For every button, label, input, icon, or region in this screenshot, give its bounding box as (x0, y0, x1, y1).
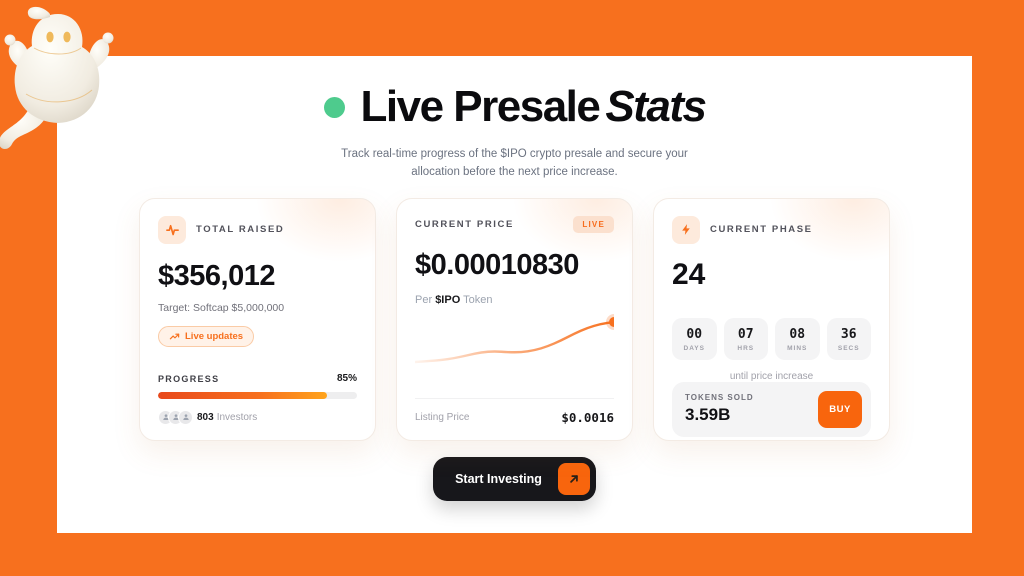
total-raised-label: TOTAL RAISED (196, 224, 285, 236)
progress-bar (158, 391, 357, 399)
price-sparkline-chart (415, 313, 614, 363)
countdown-seconds-unit: SECS (837, 344, 860, 352)
avatar-icon (178, 409, 193, 425)
live-badge: LIVE (573, 215, 614, 233)
current-phase-label: CURRENT PHASE (710, 224, 813, 236)
current-phase-card: CURRENT PHASE 24 00 DAYS 07 HRS 08 MINS … (653, 197, 890, 441)
tokens-sold-value: 3.59B (685, 405, 731, 425)
arrow-up-right-icon (557, 462, 590, 495)
pulse-icon (158, 215, 186, 244)
subtitle-line-1: Track real-time progress of the $IPO cry… (341, 148, 688, 160)
subtitle-line-2: allocation before the next price increas… (411, 165, 618, 178)
phase-number: 24 (672, 257, 706, 291)
progress-label: PROGRESS (158, 373, 220, 384)
current-price-card: CURRENT PRICE LIVE $0.00010830 Per $IPO … (396, 197, 633, 441)
until-price-increase-text: until price increase (729, 370, 814, 382)
countdown-days-value: 00 (686, 326, 703, 342)
listing-price-value: $0.0016 (561, 409, 614, 425)
stats-cards-row: TOTAL RAISED $356,012 Target: Softcap $5… (57, 197, 972, 441)
ghost-mascot (0, 6, 114, 149)
countdown-minutes-unit: MINS (787, 344, 808, 352)
current-price-label: CURRENT PRICE (415, 218, 514, 230)
live-updates-label: Live updates (185, 330, 244, 342)
investors-label: Investors (216, 411, 258, 423)
page-title-italic: Stats (605, 82, 707, 131)
page-title-main: Live Presale (360, 82, 601, 131)
live-updates-chip: Live updates (158, 325, 255, 347)
countdown-hours-unit: HRS (737, 344, 755, 352)
countdown-seconds: 36 SECS (826, 317, 871, 360)
per-token-line: Per $IPO Token (415, 294, 614, 306)
total-raised-card: TOTAL RAISED $356,012 Target: Softcap $5… (139, 197, 376, 441)
per-prefix: Per (415, 293, 436, 306)
start-investing-button[interactable]: Start Investing (433, 456, 596, 501)
investors-row: 803 Investors (158, 409, 357, 425)
total-raised-amount: $356,012 (158, 259, 275, 292)
countdown-minutes-value: 08 (789, 326, 806, 342)
progress-bar-fill (158, 391, 328, 399)
countdown-seconds-value: 36 (840, 326, 857, 342)
page-title: Live Presale Stats (360, 82, 707, 132)
content-panel: Live Presale Stats Track real-time progre… (57, 56, 972, 533)
buy-button[interactable]: BUY (818, 390, 862, 428)
tokens-sold-box: TOKENS SOLD 3.59B BUY (672, 381, 871, 437)
tokens-sold-label: TOKENS SOLD (685, 393, 754, 403)
investors-count: 803 (197, 411, 214, 423)
countdown-timer: 00 DAYS 07 HRS 08 MINS 36 SECS (672, 317, 871, 360)
countdown-hours: 07 HRS (723, 317, 768, 360)
countdown-minutes: 08 MINS (775, 317, 820, 360)
countdown-days-unit: DAYS (683, 344, 705, 352)
softcap-target: Target: Softcap $5,000,000 (158, 301, 285, 314)
trending-up-icon (169, 333, 180, 340)
per-suffix: Token (460, 293, 493, 306)
start-investing-label: Start Investing (455, 471, 542, 486)
investor-avatars (158, 409, 193, 425)
countdown-days: 00 DAYS (672, 317, 717, 360)
countdown-hours-value: 07 (737, 326, 754, 342)
current-price-value: $0.00010830 (415, 248, 579, 281)
bolt-icon (672, 215, 700, 244)
section-header: Live Presale Stats Track real-time progre… (57, 56, 972, 182)
section-subtitle: Track real-time progress of the $IPO cry… (57, 146, 972, 182)
token-symbol: $IPO (435, 293, 461, 306)
green-dot-icon (323, 96, 345, 118)
listing-price-label: Listing Price (415, 411, 470, 423)
progress-percentage: 85% (336, 372, 357, 384)
